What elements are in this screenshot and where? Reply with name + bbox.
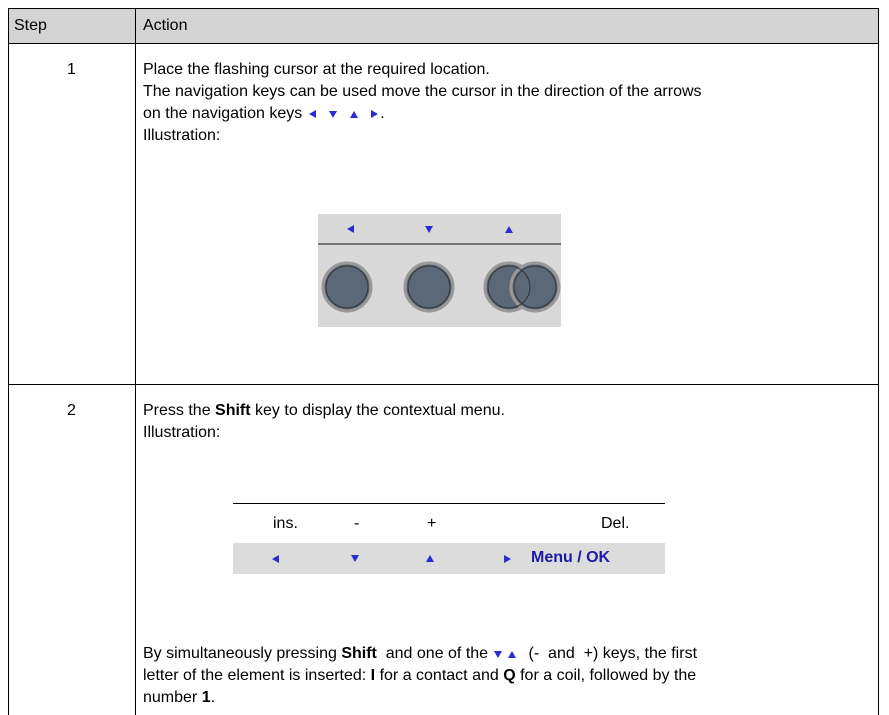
arrow-icons xyxy=(494,650,517,658)
text: By simultaneously pressing xyxy=(143,645,342,662)
text: . xyxy=(380,105,385,122)
text: Press the xyxy=(143,402,216,419)
bold-text: Shift xyxy=(215,402,251,419)
text: key to display the contextual menu. xyxy=(250,402,505,419)
bold-text: Q xyxy=(503,667,516,684)
text-line: Press the Shift key to display the conte… xyxy=(143,401,505,421)
bold-text: Shift xyxy=(341,645,377,662)
arrow-icons xyxy=(309,109,379,118)
text: (- and +) keys, the first xyxy=(524,645,698,662)
menu-ok: Menu / OK xyxy=(531,549,611,566)
border xyxy=(8,8,879,9)
text: and one of the xyxy=(376,645,489,662)
text: for a coil, followed by the xyxy=(515,667,697,684)
text: on the navigation keys xyxy=(143,105,303,122)
text: . xyxy=(210,689,216,706)
border xyxy=(8,43,879,44)
header-bg xyxy=(8,8,879,43)
bold-text: 1 xyxy=(201,689,211,706)
step-number: 1 xyxy=(67,61,76,78)
border xyxy=(878,8,879,715)
menu-label: Del. xyxy=(601,515,630,532)
menu-bar xyxy=(233,543,665,574)
bold-text: I xyxy=(370,667,376,684)
header-cell: Step xyxy=(14,17,47,34)
menu-illustration: ins. - + Del. Menu / OK xyxy=(233,503,665,574)
menu-label: ins. xyxy=(273,515,298,532)
text-line: Illustration: xyxy=(143,127,221,144)
text-line: Place the flashing cursor at the require… xyxy=(143,61,490,78)
menu-line xyxy=(233,503,665,504)
text-line: By simultaneously pressing Shift and one… xyxy=(143,644,697,664)
border xyxy=(135,8,136,715)
text: number xyxy=(143,689,202,706)
menu-label: + xyxy=(427,515,437,532)
text: for a contact and xyxy=(375,667,504,684)
menu-arrows xyxy=(272,555,511,563)
menu-label: - xyxy=(354,515,360,532)
text-line: number 1. xyxy=(143,688,215,708)
border xyxy=(8,384,879,385)
border xyxy=(8,8,9,715)
header-cell: Action xyxy=(143,17,188,34)
text-line: letter of the element is inserted: I for… xyxy=(143,666,696,686)
text: letter of the element is inserted: xyxy=(143,667,371,684)
text-line: on the navigation keys. xyxy=(143,104,385,124)
keypad-illustration xyxy=(318,214,561,327)
step-number: 2 xyxy=(67,402,76,419)
text-line: Illustration: xyxy=(143,424,221,441)
text-line: The navigation keys can be used move the… xyxy=(143,83,702,100)
